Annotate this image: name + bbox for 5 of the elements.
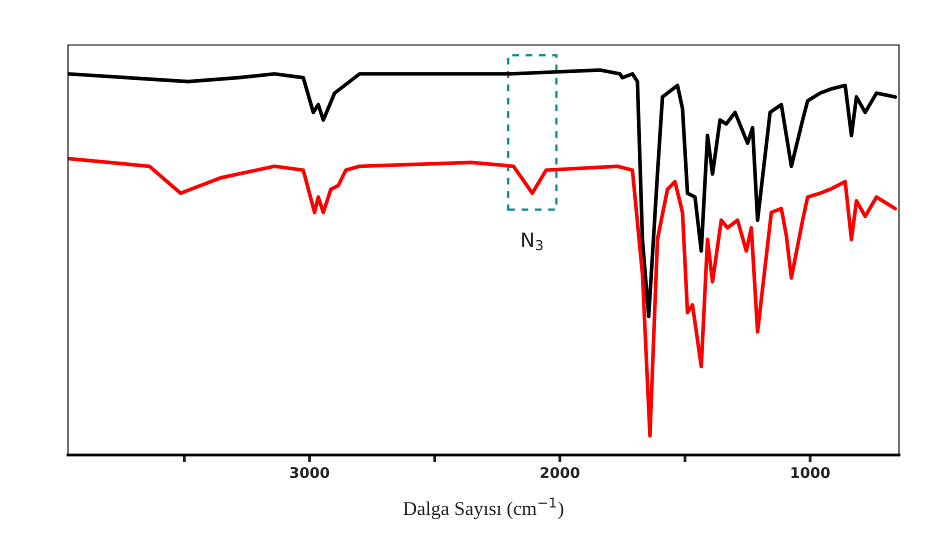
x-tick-label: 3000 xyxy=(290,467,330,478)
x-tick-label: 2000 xyxy=(540,467,580,478)
annotation: N$_{3}$ xyxy=(522,232,543,250)
x-tick-label: 1000 xyxy=(791,467,830,478)
x-axis-title: Dalga Sayısı (cm$^{−1}$) xyxy=(403,498,564,520)
